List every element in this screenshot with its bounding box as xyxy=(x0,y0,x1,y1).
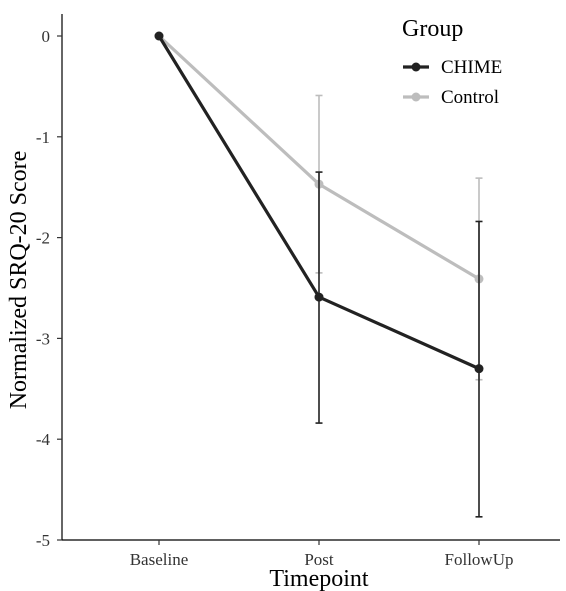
y-tick-label: 0 xyxy=(42,27,51,46)
data-point-chime xyxy=(154,31,164,41)
y-tick-label: -5 xyxy=(36,531,50,550)
legend-title: Group xyxy=(402,16,463,42)
y-tick-label: -1 xyxy=(36,128,50,147)
y-tick-label: -4 xyxy=(36,430,51,449)
x-tick-label: FollowUp xyxy=(445,550,514,569)
legend-items: CHIME Control xyxy=(403,57,502,108)
y-axis-title: Normalized SRQ-20 Score xyxy=(6,151,32,410)
data-point-chime xyxy=(474,364,484,374)
y-tick-label: -2 xyxy=(36,229,50,248)
series-group xyxy=(154,31,484,518)
x-tick-label: Baseline xyxy=(130,550,189,569)
legend-label: Control xyxy=(441,87,499,108)
y-ticks: 0 -1 -2 -3 -4 -5 xyxy=(36,27,62,550)
data-point-chime xyxy=(314,292,324,302)
x-tick-label: Post xyxy=(304,550,334,569)
legend-label: CHIME xyxy=(441,57,502,78)
x-ticks: Baseline Post FollowUp xyxy=(130,540,514,569)
y-tick-label: -3 xyxy=(36,329,50,348)
legend-item-chime: CHIME xyxy=(403,57,502,78)
series-chime xyxy=(154,31,484,518)
axes xyxy=(61,14,560,541)
legend-item-control: Control xyxy=(403,87,499,108)
x-axis-title: Timepoint xyxy=(269,566,368,591)
legend: Group CHIME Control xyxy=(402,16,502,108)
legend-swatch-point xyxy=(411,92,421,102)
legend-swatch-point xyxy=(411,62,421,72)
